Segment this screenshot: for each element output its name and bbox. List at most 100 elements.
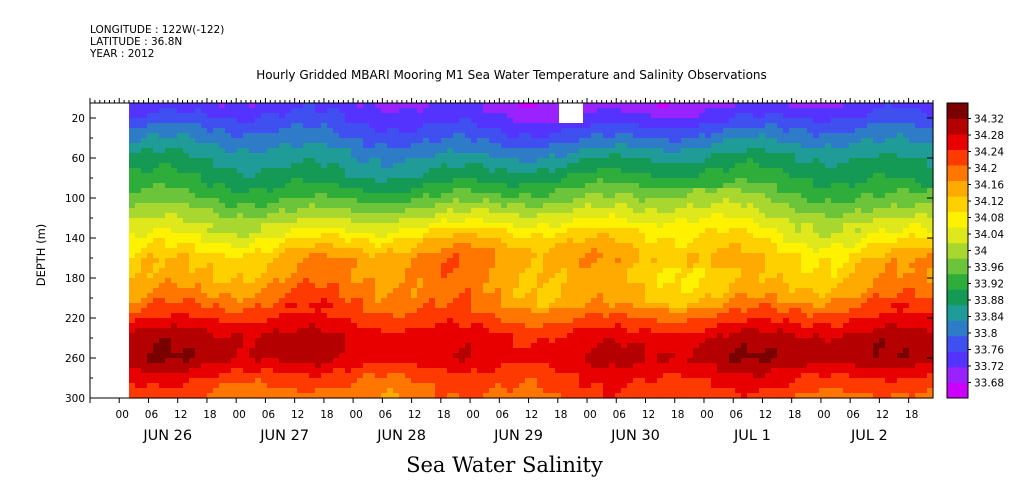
heatmap-cell [297,253,304,259]
heatmap-cell [423,268,430,274]
heatmap-cell [279,303,286,309]
heatmap-cell [387,358,394,364]
heatmap-cell [231,323,238,329]
heatmap-cell [201,238,208,244]
heatmap-cell [537,193,544,199]
heatmap-cell [435,353,442,359]
heatmap-cell [615,198,622,204]
heatmap-cell [153,338,160,344]
heatmap-cell [561,128,568,134]
heatmap-cell [231,258,238,264]
heatmap-cell [183,383,190,389]
heatmap-cell [507,103,514,109]
heatmap-cell [189,273,196,279]
heatmap-cell [507,258,514,264]
heatmap-cell [297,383,304,389]
heatmap-cell [285,353,292,359]
heatmap-cell [489,193,496,199]
heatmap-cell [183,113,190,119]
heatmap-cell [201,363,208,369]
heatmap-cell [591,183,598,189]
heatmap-cell [393,233,400,239]
heatmap-cell [291,333,298,339]
heatmap-cell [309,203,316,209]
heatmap-cell [369,268,376,274]
heatmap-cell [495,393,502,399]
heatmap-cell [483,228,490,234]
heatmap-cell [633,213,640,219]
heatmap-cell [495,378,502,384]
heatmap-cell [231,243,238,249]
heatmap-cell [549,288,556,294]
heatmap-cell [195,248,202,254]
heatmap-cell [201,333,208,339]
heatmap-cell [135,158,142,164]
heatmap-cell [195,173,202,179]
heatmap-cell [267,118,274,124]
heatmap-cell [627,333,634,339]
heatmap-cell [273,178,280,184]
heatmap-cell [543,153,550,159]
heatmap-cell [513,183,520,189]
heatmap-cell [171,268,178,274]
heatmap-cell [285,373,292,379]
heatmap-cell [603,368,610,374]
heatmap-cell [549,148,556,154]
heatmap-cell [255,258,262,264]
heatmap-cell [501,113,508,119]
heatmap-cell [165,383,172,389]
heatmap-cell [555,388,562,394]
heatmap-cell [165,328,172,334]
heatmap-cell [621,333,628,339]
heatmap-cell [627,373,634,379]
heatmap-cell [453,193,460,199]
heatmap-cell [273,308,280,314]
heatmap-cell [243,223,250,229]
heatmap-cell [225,173,232,179]
heatmap-cell [267,163,274,169]
heatmap-cell [375,358,382,364]
heatmap-cell [495,268,502,274]
heatmap-cell [465,183,472,189]
heatmap-cell [213,223,220,229]
heatmap-cell [153,313,160,319]
heatmap-cell [519,133,526,139]
heatmap-cell [453,168,460,174]
heatmap-cell [171,153,178,159]
heatmap-cell [585,273,592,279]
heatmap-cell [267,303,274,309]
heatmap-cell [453,223,460,229]
heatmap-cell [489,293,496,299]
heatmap-cell [339,293,346,299]
heatmap-cell [381,133,388,139]
heatmap-cell [237,143,244,149]
heatmap-cell [345,128,352,134]
heatmap-cell [261,263,268,269]
heatmap-cell [513,193,520,199]
heatmap-cell [159,273,166,279]
heatmap-cell [303,108,310,114]
heatmap-cell [141,373,148,379]
heatmap-cell [213,363,220,369]
heatmap-cell [591,283,598,289]
heatmap-cell [159,303,166,309]
heatmap-cell [573,208,580,214]
heatmap-cell [495,338,502,344]
heatmap-cell [357,393,364,399]
heatmap-cell [525,338,532,344]
heatmap-cell [357,273,364,279]
heatmap-cell [405,273,412,279]
heatmap-cell [339,318,346,324]
heatmap-cell [201,203,208,209]
heatmap-cell [549,328,556,334]
heatmap-cell [237,298,244,304]
heatmap-cell [237,243,244,249]
heatmap-cell [153,198,160,204]
heatmap-cell [351,328,358,334]
heatmap-cell [459,273,466,279]
heatmap-cell [393,188,400,194]
heatmap-cell [261,248,268,254]
heatmap-cell [585,283,592,289]
heatmap-cell [327,288,334,294]
heatmap-cell [219,348,226,354]
